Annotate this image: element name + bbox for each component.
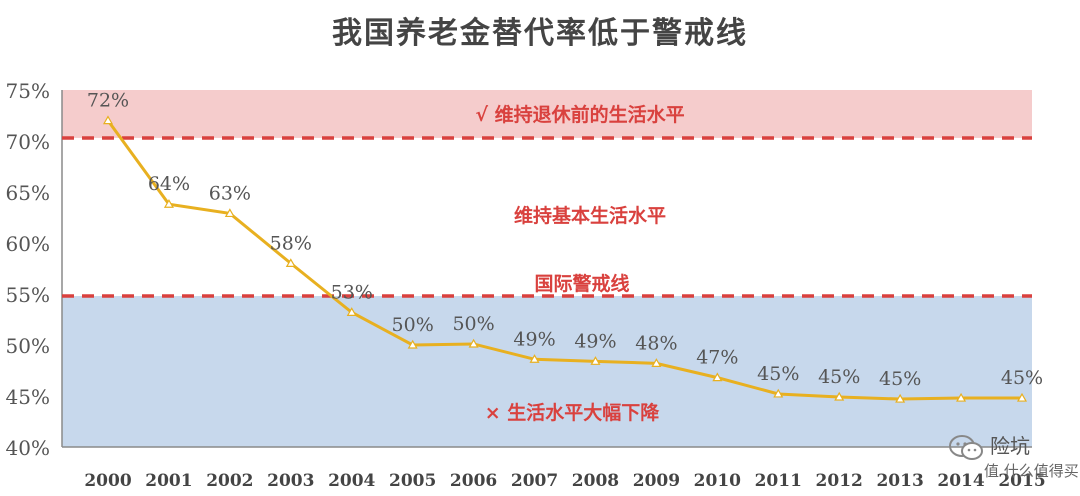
data-label: 45%: [879, 368, 921, 390]
labels-layer: 72% 64% 63% 58% 53% 50% 50% 49% 49% 48% 47% 45% 45% 4…: [87, 90, 1043, 424]
x-tick-label: 2006: [450, 471, 497, 491]
x-tick-label: 2003: [267, 471, 314, 491]
y-tick-label: 60%: [6, 232, 50, 256]
data-label: 50%: [452, 313, 494, 335]
series-marker: [1016, 392, 1028, 402]
threshold-lines-layer: [62, 136, 1032, 298]
band-1: [62, 296, 1032, 447]
data-label: 49%: [513, 328, 555, 350]
x-tick-label: 2011: [755, 471, 802, 491]
x-tick-label: 2012: [816, 471, 863, 491]
series-marker: [956, 392, 967, 402]
series-marker: [468, 338, 479, 348]
x-tick-label: 2009: [633, 471, 680, 491]
x-tick-label: 2002: [206, 471, 253, 491]
series-marker: [834, 391, 845, 401]
series-marker: [102, 115, 114, 125]
y-tick-label: 50%: [6, 334, 50, 358]
axis-layer: 40% 45% 50% 55% 60% 65% 70% 75% 2000 2001 2002 2003…: [6, 79, 1046, 491]
data-label: 50%: [392, 314, 434, 336]
series-marker: [346, 307, 357, 316]
x-tick-label: 2014: [937, 471, 984, 491]
series-marker: [651, 358, 662, 367]
y-tick-label: 40%: [6, 436, 50, 460]
x-tick-label: 2005: [389, 471, 436, 491]
middle-zone-label: 维持基本生活水平: [514, 204, 666, 227]
series-marker: [895, 393, 906, 403]
data-label: 63%: [209, 182, 251, 204]
series-marker: [407, 339, 418, 349]
series-marker: [773, 388, 784, 398]
watermark-subtext: 值 什么值得买: [984, 462, 1079, 480]
x-tick-label: 2001: [145, 471, 192, 491]
data-label: 72%: [87, 90, 129, 112]
x-tick-label: 2013: [876, 471, 923, 491]
x-tick-label: 2004: [328, 471, 375, 491]
y-tick-label: 55%: [6, 283, 50, 307]
chart-title: 我国养老金替代率低于警戒线: [332, 16, 748, 51]
x-tick-label: 2015: [998, 471, 1045, 491]
y-tick-label: 65%: [6, 181, 50, 205]
data-label: 47%: [696, 347, 738, 369]
x-tick-label: 2000: [84, 471, 131, 491]
warning-line-label: 国际警戒线: [534, 272, 629, 295]
data-label: 48%: [635, 332, 677, 354]
data-label: 45%: [818, 366, 860, 388]
x-tick-label: 2007: [511, 471, 558, 491]
x-tick-label: 2008: [572, 471, 619, 491]
wechat-logo-icon: [949, 435, 983, 460]
data-label: 49%: [574, 330, 616, 352]
series-marker: [529, 354, 540, 363]
series-marker: [712, 372, 723, 382]
data-label: 45%: [1001, 367, 1043, 389]
watermark: 险坑 值 什么值得买: [940, 428, 1080, 496]
data-label: 53%: [331, 281, 373, 303]
watermark-text: 险坑: [990, 434, 1030, 458]
band-0: [62, 90, 1032, 138]
series-layer: [102, 115, 1028, 403]
data-label: 64%: [148, 173, 190, 195]
bands-layer: [62, 90, 1032, 447]
data-label: 45%: [757, 363, 799, 385]
data-label: 58%: [270, 232, 312, 254]
series-marker: [224, 208, 235, 218]
top-band-label: √ 维持退休前的生活水平: [475, 103, 684, 126]
y-tick-label: 70%: [6, 130, 50, 154]
y-tick-label: 45%: [6, 385, 50, 409]
series-line: [106, 119, 1022, 401]
y-tick-label: 75%: [6, 79, 50, 103]
bottom-band-label: × 生活水平大幅下降: [485, 401, 661, 424]
series-marker: [590, 356, 601, 365]
series-marker: [163, 199, 174, 208]
series-marker: [285, 258, 296, 267]
x-tick-label: 2010: [694, 471, 741, 491]
